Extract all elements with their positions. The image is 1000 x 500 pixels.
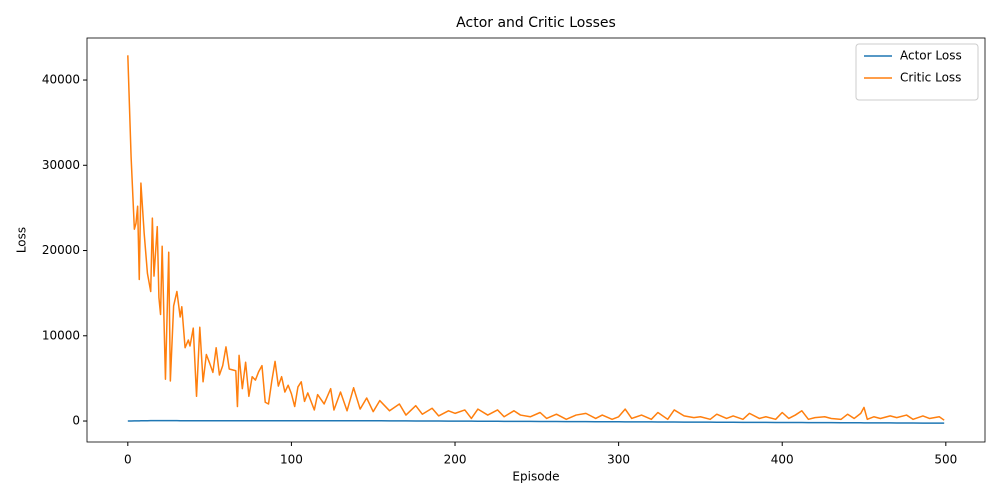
x-tick-label: 400 <box>771 453 794 467</box>
y-tick-label: 10000 <box>42 328 80 342</box>
line-series <box>127 419 945 424</box>
x-tick-label: 100 <box>280 453 303 467</box>
y-tick-label: 20000 <box>42 243 80 257</box>
y-axis-label: Loss <box>15 227 29 253</box>
legend-box <box>855 43 979 101</box>
chart-title: Actor and Critic Losses <box>456 15 616 31</box>
legend-label: Actor Loss <box>900 49 962 63</box>
x-axis-label: Episode <box>512 470 559 484</box>
line-series <box>127 55 945 421</box>
y-tick-label: 0 <box>72 414 80 428</box>
x-tick-label: 300 <box>607 453 630 467</box>
plot-frame <box>86 37 986 443</box>
x-tick-label: 0 <box>124 453 132 467</box>
x-tick-label: 500 <box>934 453 957 467</box>
legend: Actor Loss Critic Loss <box>855 43 979 101</box>
y-tick-label: 30000 <box>42 158 80 172</box>
x-tick-label: 200 <box>444 453 467 467</box>
y-tick-label: 40000 <box>42 73 80 87</box>
legend-label: Critic Loss <box>900 71 961 85</box>
